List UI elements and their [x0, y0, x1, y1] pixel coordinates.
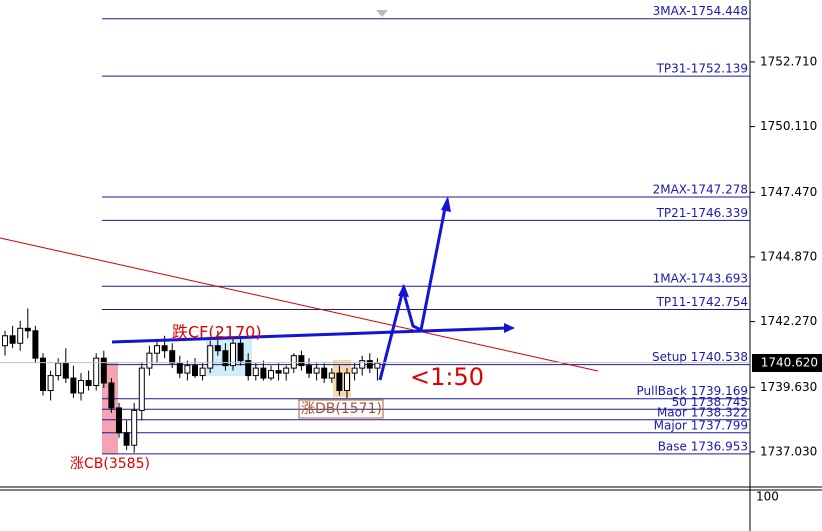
- y-tick-label: 1747.470: [760, 185, 817, 199]
- candle-body: [245, 360, 252, 377]
- candle-body: [100, 357, 107, 384]
- candle-body: [268, 370, 274, 379]
- y-tick-label: 1752.710: [760, 54, 817, 68]
- candle-body: [85, 380, 92, 387]
- trend-line: [0, 237, 599, 372]
- candle-body: [17, 327, 24, 344]
- candle-body: [344, 372, 350, 391]
- annotation: 涨DB(1571): [301, 401, 382, 417]
- candle-body: [47, 375, 54, 391]
- candle-body: [374, 362, 381, 369]
- candle-body: [176, 362, 183, 374]
- candle-body: [283, 367, 290, 374]
- candle-body: [70, 377, 77, 394]
- candle-body: [40, 357, 46, 391]
- candle-body: [328, 372, 335, 379]
- zone-cf: [206, 336, 252, 376]
- candle-body: [108, 382, 115, 409]
- candle-body: [237, 342, 244, 362]
- candle-body: [116, 407, 122, 434]
- candle-body: [290, 355, 297, 369]
- level-label: 3MAX-1754.448: [653, 4, 748, 18]
- y-tick-label: 1739.630: [760, 380, 817, 394]
- candle-body: [321, 367, 328, 379]
- level-label: Setup 1740.538: [652, 350, 748, 364]
- candle-body: [9, 335, 16, 344]
- level-label: Base 1736.953: [658, 439, 748, 453]
- indicator-label: 100: [756, 490, 779, 504]
- candle-body: [138, 367, 145, 411]
- candle-body: [214, 345, 221, 352]
- candle-body: [313, 367, 320, 374]
- candle-body: [62, 362, 69, 379]
- level-label: TP21-1746.339: [656, 206, 748, 220]
- candle-body: [161, 345, 168, 352]
- candle-body: [169, 350, 176, 364]
- candle-body: [207, 345, 214, 369]
- candle-body: [359, 360, 366, 369]
- candle-body: [306, 365, 312, 374]
- y-tick-label: 1737.030: [760, 444, 817, 458]
- candle-body: [260, 367, 267, 379]
- level-label: 2MAX-1747.278: [653, 183, 748, 197]
- y-tick-label: 1742.270: [760, 314, 817, 328]
- candle-body: [184, 365, 191, 374]
- candle-body: [222, 350, 229, 367]
- candle-body: [78, 380, 84, 394]
- candle-body: [32, 330, 39, 359]
- level-label: 1MAX-1743.693: [653, 272, 748, 286]
- level-label: Major 1737.799: [654, 418, 748, 432]
- candle-body: [275, 370, 282, 374]
- level-label: TP11-1742.754: [656, 295, 748, 309]
- candle-body: [2, 335, 8, 347]
- candle-body: [24, 327, 31, 332]
- y-tick-label: 1750.110: [760, 119, 817, 133]
- annotation: 跌CF(2170): [172, 323, 262, 342]
- candle-body: [131, 409, 138, 446]
- level-label: 50 1738.745: [672, 395, 748, 409]
- candle-body: [93, 357, 100, 387]
- candle-body: [336, 372, 343, 391]
- candle-body: [123, 432, 130, 446]
- level-label: PullBack 1739.169: [636, 384, 748, 398]
- candle-body: [366, 360, 373, 369]
- projection-arrows: [111, 196, 515, 381]
- candle-body: [192, 365, 198, 377]
- candle-body: [298, 355, 305, 367]
- scroll-marker: [376, 10, 388, 17]
- current-price-label: 1740.620: [761, 356, 818, 370]
- annotation: <1:50: [410, 363, 484, 391]
- current-price-box: [752, 354, 822, 372]
- candle-body: [351, 367, 358, 374]
- candle-body: [55, 362, 62, 377]
- candle-body: [230, 342, 236, 367]
- level-label: TP31-1752.139: [656, 62, 748, 76]
- annotation: 涨CB(3585): [70, 456, 150, 472]
- level-label: Maor 1738.322: [657, 405, 748, 419]
- candle-body: [199, 367, 206, 377]
- candle-body: [146, 352, 153, 369]
- candle-body: [154, 345, 160, 354]
- candle-body: [252, 367, 259, 377]
- y-tick-label: 1744.870: [760, 249, 817, 263]
- db-label-box: [298, 399, 384, 419]
